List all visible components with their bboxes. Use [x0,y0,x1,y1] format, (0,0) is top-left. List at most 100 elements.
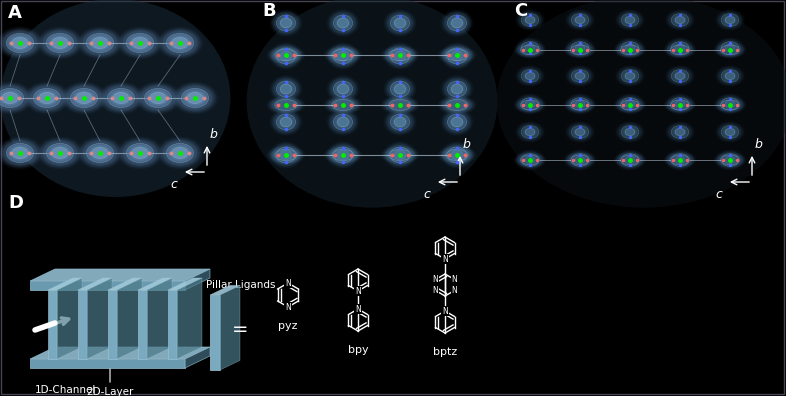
Ellipse shape [673,98,688,110]
Ellipse shape [722,126,739,138]
Ellipse shape [566,43,594,57]
Ellipse shape [169,145,191,161]
Ellipse shape [37,27,83,59]
Ellipse shape [571,97,589,110]
Ellipse shape [387,144,413,166]
Ellipse shape [0,88,24,108]
Ellipse shape [393,50,407,62]
Ellipse shape [444,144,470,166]
Ellipse shape [617,150,643,169]
Ellipse shape [146,90,170,106]
Ellipse shape [615,121,645,143]
Ellipse shape [82,30,119,56]
Ellipse shape [517,123,543,141]
Ellipse shape [723,43,736,53]
Ellipse shape [717,95,743,113]
Ellipse shape [383,96,417,114]
Ellipse shape [564,97,596,113]
Ellipse shape [523,99,537,109]
Ellipse shape [523,98,538,110]
Ellipse shape [722,42,737,53]
Ellipse shape [277,147,296,163]
Ellipse shape [52,37,68,49]
Ellipse shape [439,46,475,64]
Ellipse shape [391,81,410,97]
Text: b: b [755,138,763,151]
Ellipse shape [723,71,737,81]
Ellipse shape [325,96,362,114]
Ellipse shape [278,82,294,95]
Ellipse shape [667,150,694,170]
Ellipse shape [569,152,591,168]
Ellipse shape [515,97,545,112]
Ellipse shape [624,72,636,80]
Ellipse shape [277,114,296,130]
Ellipse shape [448,15,466,30]
Ellipse shape [43,141,77,165]
Ellipse shape [723,99,736,109]
Ellipse shape [445,46,469,66]
Ellipse shape [571,100,590,110]
Ellipse shape [325,46,362,64]
Ellipse shape [723,15,736,25]
Ellipse shape [716,10,744,30]
Ellipse shape [79,28,121,58]
Ellipse shape [444,12,470,34]
Ellipse shape [163,31,197,55]
Text: 2D-Layer: 2D-Layer [86,387,134,396]
Ellipse shape [444,111,470,133]
Ellipse shape [386,110,414,134]
Ellipse shape [675,128,685,135]
Ellipse shape [518,95,542,113]
Ellipse shape [393,83,407,95]
Ellipse shape [267,96,305,114]
Ellipse shape [619,12,641,28]
Ellipse shape [565,97,595,112]
Ellipse shape [130,146,150,160]
Ellipse shape [336,17,350,29]
Ellipse shape [618,99,642,111]
Ellipse shape [522,98,538,110]
Ellipse shape [574,99,586,109]
Ellipse shape [675,156,685,164]
Ellipse shape [722,13,739,27]
Ellipse shape [723,127,736,137]
Ellipse shape [52,147,68,159]
Ellipse shape [87,144,112,162]
Ellipse shape [277,81,296,97]
Ellipse shape [386,77,414,101]
Ellipse shape [574,15,586,25]
Ellipse shape [120,139,160,167]
Ellipse shape [618,44,642,56]
Ellipse shape [80,29,119,57]
Ellipse shape [157,27,203,59]
Ellipse shape [714,97,746,113]
Ellipse shape [273,78,299,100]
Ellipse shape [391,147,410,163]
Ellipse shape [621,13,639,27]
Text: N: N [452,286,457,295]
Ellipse shape [385,44,415,69]
Ellipse shape [623,14,637,26]
Ellipse shape [716,38,744,58]
Ellipse shape [614,42,646,58]
Ellipse shape [448,147,466,163]
Ellipse shape [92,37,108,49]
Ellipse shape [716,94,744,114]
Ellipse shape [524,72,536,80]
Ellipse shape [674,15,686,25]
Ellipse shape [395,84,406,94]
Ellipse shape [77,27,123,59]
Ellipse shape [46,143,74,163]
Ellipse shape [9,145,31,161]
Ellipse shape [624,99,636,109]
Ellipse shape [386,11,414,35]
Ellipse shape [721,45,740,55]
Ellipse shape [448,147,466,162]
Ellipse shape [623,71,637,81]
Ellipse shape [519,96,541,112]
Ellipse shape [516,65,545,87]
Ellipse shape [388,145,412,165]
Ellipse shape [327,47,359,63]
Ellipse shape [520,100,540,110]
